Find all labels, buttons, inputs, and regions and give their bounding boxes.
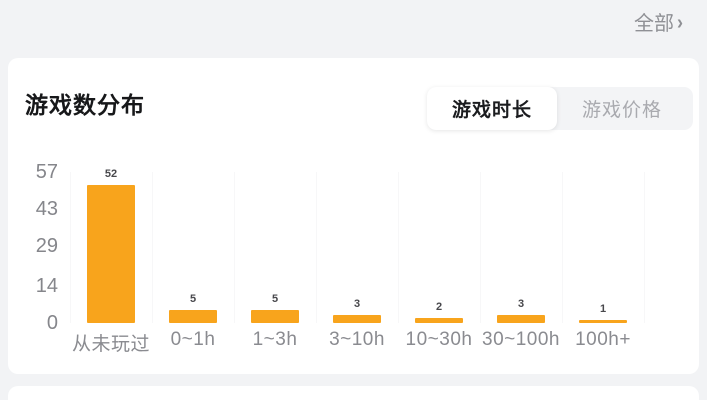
chevron-right-icon: › — [677, 10, 683, 33]
x-tick-label: 1~3h — [252, 329, 298, 350]
next-section-card-edge — [8, 386, 699, 400]
gridline-vertical — [70, 172, 71, 323]
bar-30~100h — [497, 315, 545, 323]
game-distribution-card: 游戏数分布 游戏时长 游戏价格 0 14 29 43 57 52 5 5 3 2 3 1 从未玩过 0… — [8, 58, 699, 374]
x-tick-label: 0~1h — [170, 329, 216, 350]
x-tick-label: 从未玩过 — [71, 334, 150, 355]
bar-100h+ — [579, 320, 627, 323]
gridline-vertical — [234, 172, 235, 323]
tab-game-duration[interactable]: 游戏时长 — [426, 87, 557, 130]
gridline-vertical — [562, 172, 563, 323]
plot-area: 52 5 5 3 2 3 1 — [70, 168, 645, 323]
bar-1~3h — [251, 309, 299, 323]
bar-value-label: 5 — [271, 292, 279, 305]
x-tick-label: 3~10h — [329, 329, 385, 350]
y-tick-label: 0 — [46, 312, 58, 334]
y-tick-label: 43 — [35, 198, 58, 221]
gridline-vertical — [480, 172, 481, 323]
gridline-vertical — [644, 172, 645, 323]
bar-10~30h — [415, 317, 463, 323]
x-tick-label: 100h+ — [575, 329, 631, 350]
bar-从未玩过 — [87, 185, 135, 323]
y-tick-label: 29 — [35, 235, 58, 258]
bar-value-label: 3 — [517, 298, 525, 311]
view-all-label: 全部 — [634, 13, 674, 35]
x-tick-label: 10~30h — [405, 329, 473, 350]
bar-value-label: 5 — [189, 292, 197, 305]
bar-value-label: 1 — [599, 303, 607, 316]
y-axis: 0 14 29 43 57 — [8, 58, 60, 374]
card-title: 游戏数分布 — [25, 92, 145, 118]
gridline-vertical — [398, 172, 399, 323]
x-tick-label: 30~100h — [482, 329, 560, 350]
x-axis: 从未玩过 0~1h 1~3h 3~10h 10~30h 30~100h 100h+ — [70, 329, 644, 355]
gridline-vertical — [152, 172, 153, 323]
y-tick-label: 57 — [35, 161, 58, 183]
view-all-link[interactable]: 全部 › — [634, 7, 683, 36]
bar-value-label: 3 — [353, 298, 361, 311]
gridline-vertical — [316, 172, 317, 323]
tab-game-price[interactable]: 游戏价格 — [581, 100, 662, 121]
bar-0~1h — [169, 309, 217, 323]
bar-value-label: 2 — [435, 300, 443, 313]
bar-3~10h — [333, 315, 381, 323]
y-tick-label: 14 — [35, 274, 58, 297]
bar-value-label: 52 — [104, 168, 118, 181]
tab-group: 游戏时长 游戏价格 — [426, 87, 693, 130]
